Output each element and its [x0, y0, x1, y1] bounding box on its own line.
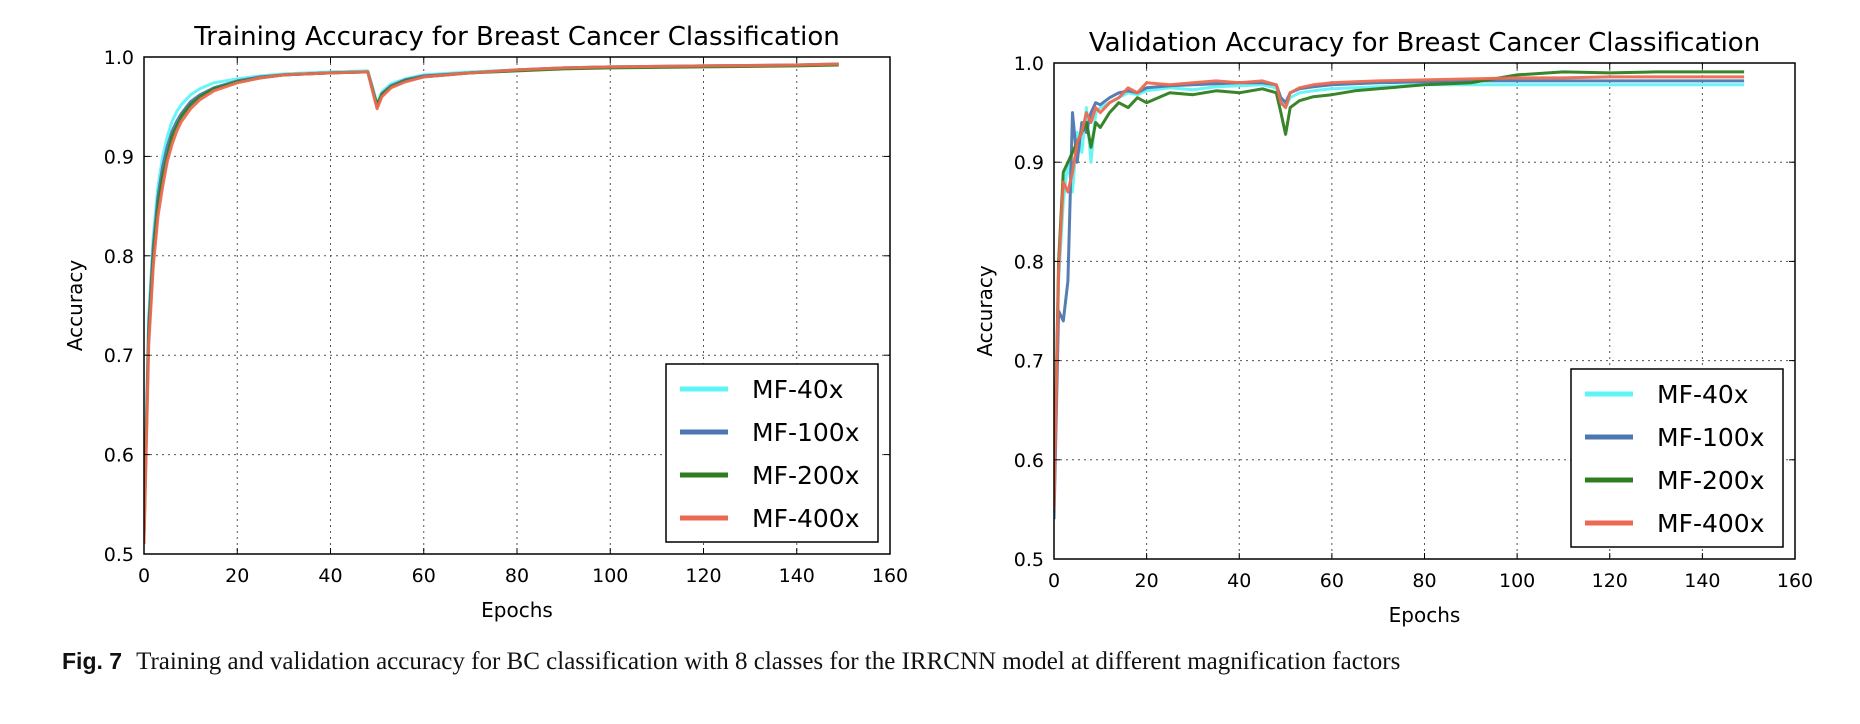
x-tick-label: 120 [685, 565, 721, 587]
y-tick-label: 0.9 [1014, 152, 1044, 174]
y-axis-label: Accuracy [63, 260, 87, 351]
legend-label: MF-100x [752, 418, 859, 447]
y-tick-label: 0.9 [104, 146, 134, 168]
legend-label: MF-400x [752, 504, 859, 533]
chart-title: Validation Accuracy for Breast Cancer Cl… [1089, 28, 1760, 58]
y-tick-label: 0.5 [104, 544, 134, 566]
x-axis-label: Epochs [481, 598, 553, 622]
y-tick-label: 0.6 [104, 445, 134, 467]
series-line-mf-40x [1054, 83, 1745, 510]
x-tick-label: 160 [1777, 570, 1813, 592]
legend: MF-40x MF-100x MF-200x MF-400x [665, 363, 879, 543]
legend-box [1570, 368, 1784, 548]
legend: MF-40x MF-100x MF-200x MF-400x [1570, 368, 1784, 548]
x-tick-label: 140 [779, 565, 815, 587]
x-tick-label: 160 [872, 565, 908, 587]
x-tick-label: 40 [1227, 570, 1251, 592]
y-tick-label: 1.0 [1014, 53, 1044, 75]
legend-label: MF-100x [1657, 423, 1764, 452]
x-tick-label: 100 [592, 565, 628, 587]
series-line-mf-400x [1054, 75, 1745, 510]
y-axis-label: Accuracy [973, 265, 997, 356]
x-tick-label: 0 [138, 565, 150, 587]
legend-box [665, 363, 879, 543]
y-tick-label: 0.7 [104, 345, 134, 367]
y-tick-label: 0.5 [1014, 549, 1044, 571]
x-tick-label: 60 [1320, 570, 1344, 592]
x-tick-label: 20 [1135, 570, 1159, 592]
y-tick-label: 0.7 [1014, 351, 1044, 373]
x-tick-label: 80 [1412, 570, 1436, 592]
chart-1: 0 20 40 60 80 100 120 140 160 0.5 0.6 0.7 0.8 0.9 1.0 T… [63, 22, 908, 622]
x-tick-label: 60 [412, 565, 436, 587]
series-line-mf-400x [144, 62, 839, 545]
legend-label: MF-400x [1657, 509, 1764, 538]
x-tick-label: 20 [225, 565, 249, 587]
x-tick-label: 0 [1048, 570, 1060, 592]
caption-label: Fig. 7 [62, 648, 123, 674]
legend-label: MF-40x [752, 375, 844, 404]
caption-text: Training and validation accuracy for BC … [136, 648, 1401, 675]
x-tick-label: 80 [505, 565, 529, 587]
legend-label: MF-200x [752, 461, 859, 490]
figure-caption: Fig. 7 Training and validation accuracy f… [62, 648, 1842, 676]
x-tick-label: 40 [318, 565, 342, 587]
legend-label: MF-200x [1657, 466, 1764, 495]
x-tick-label: 100 [1499, 570, 1535, 592]
y-tick-label: 0.8 [104, 246, 134, 268]
x-axis-label: Epochs [1389, 603, 1461, 627]
x-tick-label: 120 [1592, 570, 1628, 592]
y-tick-label: 1.0 [104, 47, 134, 69]
y-tick-label: 0.6 [1014, 450, 1044, 472]
legend-label: MF-40x [1657, 380, 1749, 409]
y-tick-label: 0.8 [1014, 251, 1044, 273]
x-tick-label: 140 [1684, 570, 1720, 592]
chart-2: 0 20 40 60 80 100 120 140 160 0.5 0.6 0.7 0.8 0.9 1.0 V… [973, 28, 1813, 627]
chart-title: Training Accuracy for Breast Cancer Clas… [193, 22, 840, 52]
